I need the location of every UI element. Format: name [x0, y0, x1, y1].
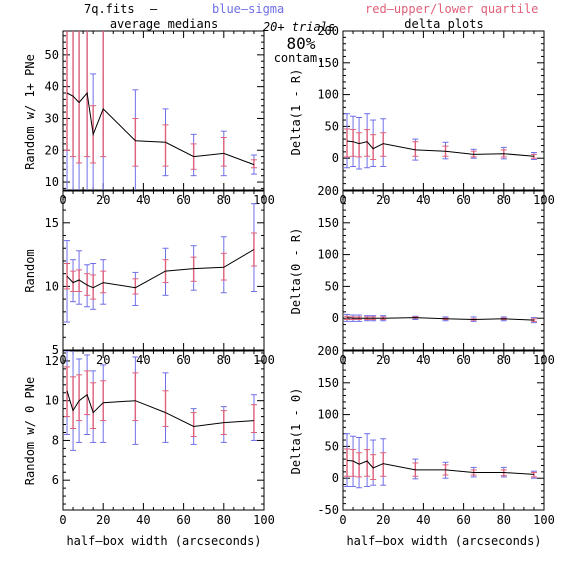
y-tick-label: 0	[332, 311, 339, 325]
error-bars	[344, 433, 537, 489]
y-tick-label: 50	[45, 48, 59, 62]
x-tick-label: 40	[136, 353, 150, 367]
y-tick-label: 150	[317, 216, 339, 230]
x-tick-label: 60	[456, 193, 470, 207]
y-tick-label: 0	[332, 471, 339, 485]
sigma-legend: blue–sigma	[212, 2, 284, 16]
y-tick-label: 10	[45, 394, 59, 408]
x-tick-label: 40	[416, 193, 430, 207]
y-tick-label: 8	[52, 433, 59, 447]
y-tick-label: 20	[45, 143, 59, 157]
x-tick-label: 80	[497, 513, 511, 527]
panel-title-left: average medians	[110, 17, 218, 31]
y-tick-label: 150	[317, 376, 339, 390]
error-bars	[64, 31, 257, 190]
x-tick-label: 20	[376, 513, 390, 527]
median-line	[346, 459, 535, 475]
contam-label: contam.	[274, 51, 325, 65]
file-label: 7q.fits	[84, 2, 135, 16]
error-bars	[344, 313, 537, 324]
y-tick-label: 30	[45, 111, 59, 125]
y-tick-label: 200	[317, 344, 339, 358]
trials-label: 20+ trials	[263, 20, 335, 34]
y-tick-label: 12	[45, 354, 59, 368]
median-line	[346, 317, 535, 321]
x-tick-label: 100	[253, 513, 275, 527]
median-line	[66, 390, 254, 428]
x-tick-label: 40	[136, 193, 150, 207]
y-tick-label: 50	[325, 439, 339, 453]
header-dash: –	[150, 2, 158, 16]
y-tick-label: 150	[317, 56, 339, 70]
x-tick-label: 20	[376, 193, 390, 207]
x-tick-label: 20	[96, 513, 110, 527]
x-tick-label: 40	[416, 353, 430, 367]
percent-label: 80%	[287, 34, 316, 53]
x-tick-label: 80	[497, 353, 511, 367]
ylabel-p1: Random w/ 1+ PNe	[23, 54, 37, 170]
ylabel-p3: Random	[23, 249, 37, 292]
plot-frame	[342, 190, 545, 351]
x-tick-label: 60	[176, 353, 190, 367]
x-tick-label: 0	[59, 513, 66, 527]
error-bars	[64, 203, 257, 323]
median-line	[66, 91, 255, 166]
xlabel-right: half–box width (arcseconds)	[346, 534, 541, 548]
y-tick-label: 15	[45, 216, 59, 230]
x-tick-label: 20	[96, 193, 110, 207]
error-bars	[344, 113, 537, 170]
y-tick-label: 10	[45, 279, 59, 293]
median-line	[66, 249, 255, 289]
panel-p5: 0 20 40 60 80 100 6 8 10 12	[45, 350, 275, 527]
y-tick-label: 100	[317, 88, 339, 102]
y-tick-label: 5	[52, 343, 59, 357]
xlabel-left: half–box width (arcseconds)	[66, 534, 261, 548]
x-tick-label: 80	[217, 193, 231, 207]
x-tick-label: 60	[176, 513, 190, 527]
y-tick-label: 6	[52, 473, 59, 487]
x-tick-label: 60	[456, 353, 470, 367]
x-tick-label: 60	[176, 193, 190, 207]
y-tick-label: 50	[325, 119, 339, 133]
x-tick-label: 80	[217, 513, 231, 527]
x-tick-label: 20	[96, 353, 110, 367]
y-tick-label: 40	[45, 80, 59, 94]
x-tick-label: 100	[533, 513, 555, 527]
panel-title-right: delta plots	[404, 17, 483, 31]
ylabel-p4: Delta(0 - R)	[289, 228, 303, 315]
x-tick-label: 40	[416, 513, 430, 527]
x-tick-label: 40	[136, 513, 150, 527]
x-tick-label: 80	[497, 193, 511, 207]
ylabel-p2: Delta(1 - R)	[289, 69, 303, 156]
quartile-legend: red–upper/lower quartile	[365, 2, 538, 16]
x-tick-label: 0	[339, 513, 346, 527]
x-tick-label: 60	[456, 513, 470, 527]
y-tick-label: 100	[317, 248, 339, 262]
y-tick-label: -50	[317, 503, 339, 517]
y-tick-label: 10	[45, 175, 59, 189]
y-tick-label: 200	[317, 184, 339, 198]
ylabel-p5: Random w/ 0 PNe	[23, 377, 37, 485]
ylabel-p6: Delta(1 - 0)	[289, 388, 303, 475]
plot-frame	[342, 350, 545, 511]
y-tick-label: 200	[317, 24, 339, 38]
y-tick-label: 0	[332, 151, 339, 165]
y-tick-label: 100	[317, 408, 339, 422]
median-line	[346, 140, 535, 157]
y-tick-label: 50	[325, 279, 339, 293]
x-tick-label: 80	[217, 353, 231, 367]
x-tick-label: 20	[376, 353, 390, 367]
